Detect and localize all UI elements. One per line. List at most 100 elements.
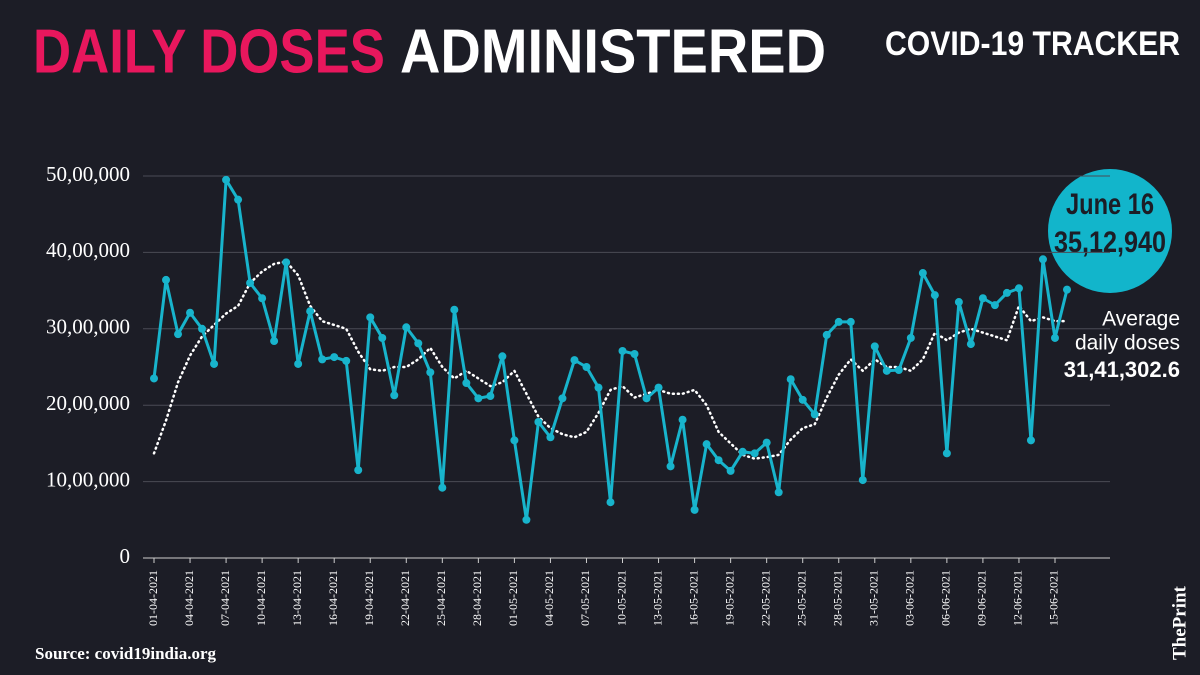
- data-point: [426, 368, 435, 377]
- data-point: [342, 356, 351, 365]
- data-point: [786, 375, 795, 384]
- data-point: [714, 456, 723, 465]
- x-tick-label: 22-05-2021: [758, 570, 772, 626]
- data-point: [534, 418, 543, 427]
- data-point: [654, 383, 663, 392]
- data-point: [522, 515, 531, 524]
- title-highlight: DAILY DOSES: [33, 17, 385, 86]
- x-tick-label: 12-06-2021: [1011, 570, 1025, 626]
- data-point: [474, 394, 483, 403]
- data-point: [210, 359, 219, 368]
- x-tick-label: 06-06-2021: [939, 570, 953, 626]
- data-point: [666, 462, 675, 471]
- y-tick-label: 40,00,000: [46, 238, 130, 262]
- x-tick-label: 10-04-2021: [254, 570, 268, 626]
- y-tick-label: 50,00,000: [46, 162, 130, 186]
- data-point: [726, 466, 735, 475]
- data-point: [774, 488, 783, 497]
- data-point: [390, 391, 399, 400]
- x-tick-label: 01-04-2021: [146, 570, 160, 626]
- data-point: [318, 355, 327, 364]
- x-tick-label: 04-04-2021: [182, 570, 196, 626]
- callout-date: June 16: [1066, 188, 1154, 221]
- data-point: [162, 275, 171, 284]
- x-tick-label: 25-05-2021: [794, 570, 808, 626]
- x-tick-label: 25-04-2021: [434, 570, 448, 626]
- data-point: [870, 342, 879, 351]
- data-point: [282, 258, 291, 267]
- data-point: [486, 392, 495, 401]
- data-point: [978, 294, 987, 303]
- data-point: [594, 383, 603, 392]
- data-point: [174, 330, 183, 339]
- data-point: [570, 356, 579, 365]
- data-point: [438, 483, 447, 492]
- data-point: [918, 269, 927, 278]
- data-point: [186, 308, 195, 317]
- x-tick-label: 13-05-2021: [650, 570, 664, 626]
- x-tick-label: 19-05-2021: [722, 570, 736, 626]
- data-point: [894, 366, 903, 375]
- callout-value: 35,12,940: [1054, 226, 1166, 259]
- x-tick-label: 16-05-2021: [686, 570, 700, 626]
- data-point: [366, 313, 375, 322]
- data-point: [150, 374, 158, 383]
- data-point: [966, 340, 975, 349]
- data-point: [990, 301, 999, 310]
- x-tick-label: 10-05-2021: [614, 570, 628, 626]
- data-point: [630, 350, 639, 359]
- data-point: [558, 394, 567, 403]
- y-tick-label: 0: [120, 544, 131, 568]
- x-tick-label: 07-05-2021: [578, 570, 592, 626]
- average-value: 31,41,302.6: [1064, 357, 1180, 382]
- y-tick-label: 10,00,000: [46, 467, 130, 491]
- tracker-label: COVID-19 TRACKER: [885, 25, 1180, 63]
- data-point: [942, 449, 951, 458]
- callout-bubble: [1048, 169, 1172, 293]
- data-point: [378, 333, 387, 342]
- data-point: [798, 395, 807, 404]
- data-point: [306, 307, 315, 316]
- data-point: [246, 278, 255, 287]
- data-point: [702, 440, 711, 449]
- x-tick-label: 13-04-2021: [290, 570, 304, 626]
- data-point: [930, 291, 939, 300]
- data-point: [762, 438, 771, 447]
- data-point: [546, 433, 555, 442]
- data-point: [510, 436, 519, 445]
- x-tick-label: 28-04-2021: [470, 570, 484, 626]
- data-point: [678, 415, 687, 424]
- data-point: [330, 353, 339, 362]
- data-point: [738, 447, 747, 456]
- data-point: [858, 476, 867, 485]
- x-tick-label: 28-05-2021: [831, 570, 845, 626]
- data-point: [1050, 333, 1059, 342]
- source: Source: covid19india.org: [35, 644, 217, 663]
- x-tick-label: 04-05-2021: [542, 570, 556, 626]
- data-point: [198, 324, 207, 333]
- data-point: [582, 363, 591, 371]
- data-point: [954, 298, 963, 307]
- data-point: [402, 323, 411, 332]
- data-point: [834, 317, 843, 326]
- data-point: [906, 333, 915, 342]
- chart-title: ADMINISTERED: [400, 17, 826, 86]
- data-point: [222, 175, 231, 184]
- x-tick-label: 15-06-2021: [1047, 570, 1061, 626]
- data-point: [294, 359, 303, 368]
- data-point: [450, 305, 459, 314]
- x-tick-label: 01-05-2021: [506, 570, 520, 626]
- x-tick-label: 09-06-2021: [975, 570, 989, 626]
- data-point: [354, 466, 363, 475]
- x-tick-label: 31-05-2021: [867, 570, 881, 626]
- data-point: [618, 346, 627, 355]
- data-point: [462, 379, 471, 388]
- data-point: [750, 449, 759, 458]
- data-point: [258, 294, 267, 303]
- data-point: [606, 498, 615, 507]
- data-point: [1026, 436, 1035, 445]
- data-point: [1063, 285, 1071, 294]
- data-point: [1002, 288, 1011, 297]
- x-tick-label: 03-06-2021: [903, 570, 917, 626]
